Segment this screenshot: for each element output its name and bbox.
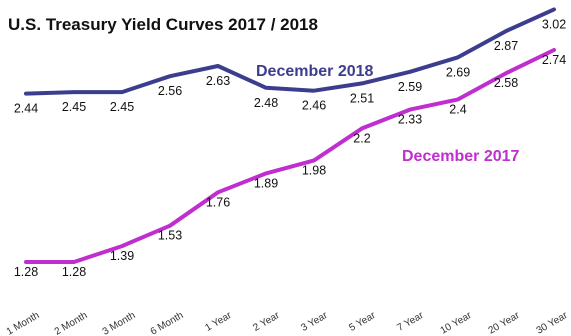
data-label-december-2017: 2.2: [353, 131, 370, 145]
data-label-december-2017: 1.39: [110, 249, 134, 263]
x-tick-label: 20 Year: [487, 310, 522, 336]
data-label-december-2017: 1.28: [14, 265, 38, 279]
data-label-december-2017: 2.4: [449, 102, 466, 116]
data-label-december-2017: 2.74: [542, 53, 566, 67]
x-tick-label: 6 Month: [149, 310, 186, 336]
data-label-december-2018: 2.45: [62, 100, 86, 114]
data-label-december-2017: 1.53: [158, 229, 182, 243]
x-tick-label: 1 Year: [203, 310, 234, 334]
data-label-layer: 2.44 2.45 2.45 2.56 2.63 2.48 2.46 2.51 2.59 2.69…: [14, 17, 566, 279]
data-label-december-2018: 3.02: [542, 17, 566, 31]
data-label-december-2018: 2.59: [398, 80, 422, 94]
x-tick-label: 10 Year: [439, 310, 474, 336]
x-tick-label: 1 Month: [5, 310, 42, 336]
data-label-december-2017: 2.58: [494, 76, 518, 90]
data-label-december-2018: 2.87: [494, 39, 518, 53]
x-tick-label: 5 Year: [347, 310, 378, 334]
data-label-december-2018: 2.69: [446, 65, 470, 79]
series-label-december-2018: December 2018: [256, 63, 374, 80]
chart-title: U.S. Treasury Yield Curves 2017 / 2018: [8, 15, 318, 34]
data-label-december-2018: 2.46: [302, 99, 326, 113]
data-label-december-2017: 1.28: [62, 265, 86, 279]
data-label-december-2018: 2.48: [254, 96, 278, 110]
x-tick-label: 3 Year: [299, 310, 330, 334]
data-label-december-2018: 2.44: [14, 102, 38, 116]
x-tick-label: 7 Year: [395, 310, 426, 334]
series-line-december-2018: [24, 7, 556, 96]
data-label-december-2018: 2.45: [110, 100, 134, 114]
data-label-december-2017: 1.98: [302, 163, 326, 177]
series-layer: [24, 7, 556, 264]
data-label-december-2018: 2.56: [158, 84, 182, 98]
x-tick-label: 2 Year: [251, 310, 282, 334]
x-tick-label: 2 Month: [53, 310, 90, 336]
data-label-december-2017: 1.76: [206, 195, 230, 209]
data-label-december-2017: 2.33: [398, 113, 422, 127]
x-tick-label: 30 Year: [535, 310, 570, 336]
data-label-december-2018: 2.51: [350, 91, 374, 105]
x-axis-tick-labels: 1 Month 2 Month 3 Month 6 Month 1 Year 2 Year…: [5, 310, 570, 336]
series-line-december-2017: [24, 48, 556, 264]
data-label-december-2017: 1.89: [254, 176, 278, 190]
x-tick-label: 3 Month: [101, 310, 138, 336]
data-label-december-2018: 2.63: [206, 74, 230, 88]
series-label-december-2017: December 2017: [402, 148, 520, 165]
